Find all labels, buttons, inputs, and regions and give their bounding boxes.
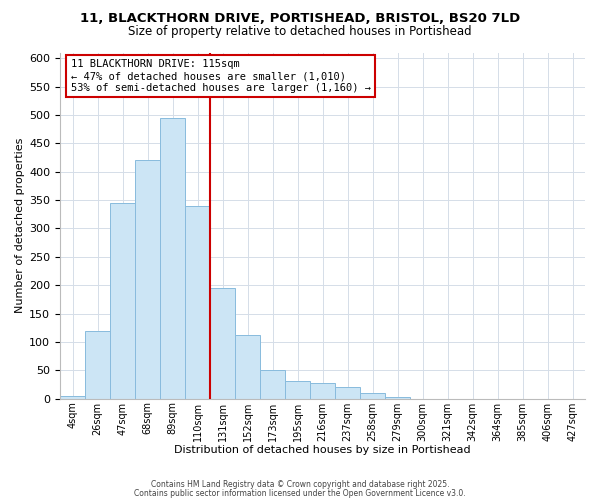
X-axis label: Distribution of detached houses by size in Portishead: Distribution of detached houses by size … xyxy=(174,445,471,455)
Y-axis label: Number of detached properties: Number of detached properties xyxy=(15,138,25,314)
Text: Contains HM Land Registry data © Crown copyright and database right 2025.: Contains HM Land Registry data © Crown c… xyxy=(151,480,449,489)
Text: 11, BLACKTHORN DRIVE, PORTISHEAD, BRISTOL, BS20 7LD: 11, BLACKTHORN DRIVE, PORTISHEAD, BRISTO… xyxy=(80,12,520,26)
Bar xyxy=(285,380,310,398)
Bar xyxy=(260,370,285,398)
Bar xyxy=(310,384,335,398)
Bar xyxy=(360,393,385,398)
Bar xyxy=(160,118,185,398)
Bar xyxy=(135,160,160,398)
Bar xyxy=(110,203,135,398)
Bar xyxy=(60,396,85,398)
Bar xyxy=(335,388,360,398)
Bar xyxy=(185,206,210,398)
Bar xyxy=(385,397,410,398)
Text: Size of property relative to detached houses in Portishead: Size of property relative to detached ho… xyxy=(128,25,472,38)
Text: 11 BLACKTHORN DRIVE: 115sqm
← 47% of detached houses are smaller (1,010)
53% of : 11 BLACKTHORN DRIVE: 115sqm ← 47% of det… xyxy=(71,60,371,92)
Bar xyxy=(210,288,235,399)
Bar xyxy=(85,330,110,398)
Text: Contains public sector information licensed under the Open Government Licence v3: Contains public sector information licen… xyxy=(134,488,466,498)
Bar xyxy=(235,334,260,398)
